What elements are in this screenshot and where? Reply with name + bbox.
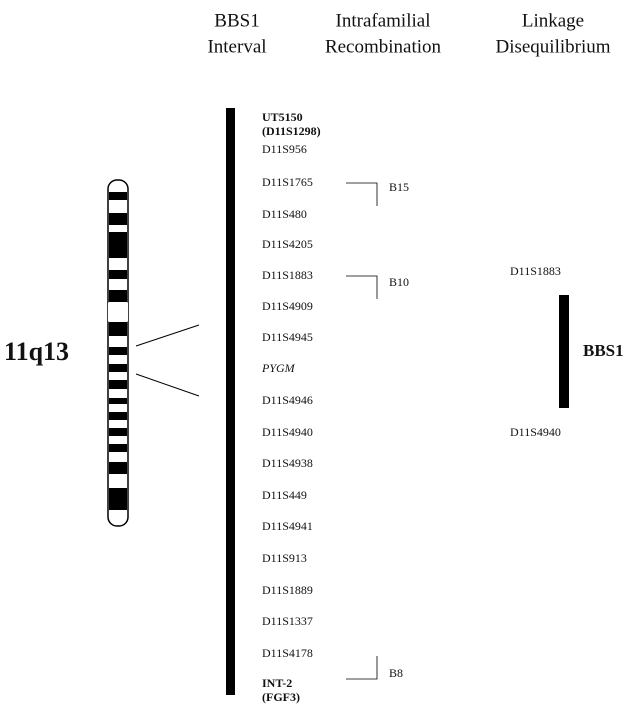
marker-label: D11S4205 xyxy=(262,237,313,251)
marker-label: D11S4946 xyxy=(262,393,313,407)
column-header: BBS1 xyxy=(214,10,259,31)
recombination-bracket xyxy=(346,656,377,679)
marker-label: (FGF3) xyxy=(262,690,300,704)
marker-label: D11S1889 xyxy=(262,583,313,597)
column-header: Linkage xyxy=(522,10,584,31)
column-header: Interval xyxy=(207,36,266,57)
marker-label: UT5150 xyxy=(262,110,303,124)
marker-label: D11S449 xyxy=(262,488,307,502)
recombination-label: B15 xyxy=(389,180,409,194)
marker-label: PYGM xyxy=(261,361,296,375)
recombination-bracket xyxy=(346,183,377,206)
marker-label: D11S4941 xyxy=(262,519,313,533)
marker-label: D11S4940 xyxy=(262,425,313,439)
ld-marker: D11S1883 xyxy=(510,264,561,278)
marker-label: D11S4938 xyxy=(262,456,313,470)
zoom-line xyxy=(136,325,199,346)
marker-label: D11S1883 xyxy=(262,268,313,282)
recombination-label: B8 xyxy=(389,666,403,680)
marker-label: D11S4909 xyxy=(262,299,313,313)
ld-bar xyxy=(559,295,569,408)
column-header: Intrafamilial xyxy=(336,10,431,31)
marker-label: D11S913 xyxy=(262,551,307,565)
chromosome xyxy=(108,180,128,526)
marker-label: INT-2 xyxy=(262,676,292,690)
interval-bar xyxy=(226,108,235,695)
ld-marker: D11S4940 xyxy=(510,425,561,439)
marker-label: D11S4178 xyxy=(262,646,313,660)
marker-label: D11S1337 xyxy=(262,614,313,628)
recombination-bracket xyxy=(346,276,377,299)
marker-label: D11S956 xyxy=(262,142,307,156)
chromosome-label: 11q13 xyxy=(4,337,69,366)
column-header: Recombination xyxy=(325,36,442,57)
marker-label: D11S1765 xyxy=(262,175,313,189)
diagram: 11q13 D11S1883 D11S4940 BBS1 BBS1 Interva… xyxy=(0,0,634,704)
marker-label: D11S480 xyxy=(262,207,307,221)
recombination-label: B10 xyxy=(389,275,409,289)
marker-label: D11S4945 xyxy=(262,330,313,344)
marker-label: (D11S1298) xyxy=(262,124,321,138)
column-header: Disequilibrium xyxy=(495,36,610,57)
gene-label: BBS1 xyxy=(583,341,624,360)
zoom-line xyxy=(136,374,199,396)
